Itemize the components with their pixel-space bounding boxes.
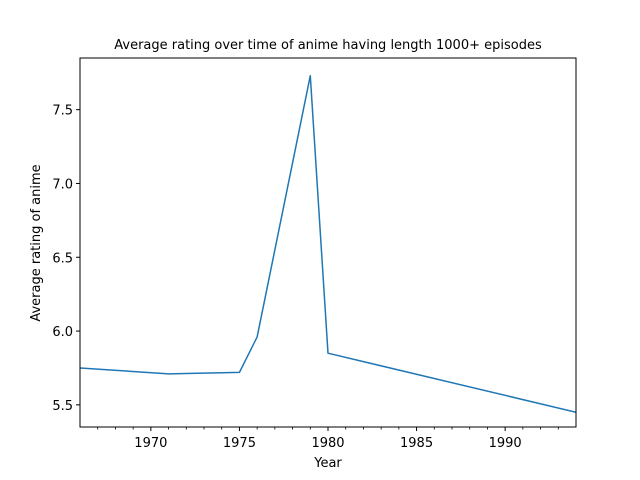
y-tick-label: 7.0: [52, 177, 73, 192]
x-tick-label: 1980: [311, 436, 344, 451]
plot-area: 1970 1975 1980 1985 1990 5.5 6.0 6.5 7.0 7.5: [52, 57, 577, 451]
x-axis-label: Year: [313, 456, 342, 471]
x-axis-ticks: 1970 1975 1980 1985 1990: [97, 427, 559, 451]
chart-title: Average rating over time of anime having…: [114, 38, 542, 53]
series-line: [80, 74, 576, 413]
y-tick-label: 6.5: [52, 251, 73, 266]
x-tick-label: 1990: [489, 436, 522, 451]
x-tick-label: 1970: [134, 436, 167, 451]
y-axis-label: Average rating of anime: [29, 164, 44, 321]
series-group: [80, 74, 576, 413]
x-tick-label: 1975: [223, 436, 256, 451]
x-tick-label: 1985: [400, 436, 433, 451]
y-tick-label: 5.5: [52, 399, 73, 414]
y-tick-label: 7.5: [52, 104, 73, 119]
y-tick-label: 6.0: [52, 325, 73, 340]
axes-frame: [79, 57, 577, 428]
y-axis-ticks: 5.5 6.0 6.5 7.0 7.5: [52, 104, 80, 414]
